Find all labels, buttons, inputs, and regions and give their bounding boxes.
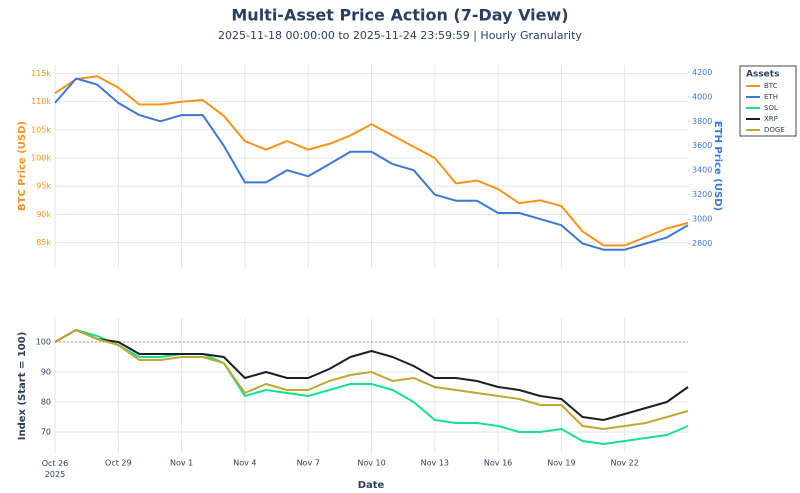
- legend-title: Assets: [746, 70, 779, 80]
- y-axis-title: Index (Start = 100): [17, 332, 28, 441]
- series-line: [54, 329, 689, 421]
- y2-tick-label: 3000: [692, 215, 712, 224]
- x-tick-label: Nov 19: [547, 459, 575, 468]
- y2-tick-label: 3600: [692, 141, 712, 150]
- x-tick-label: Nov 22: [611, 459, 639, 468]
- y-tick-label: 100: [36, 338, 51, 347]
- series-line: [54, 77, 689, 251]
- y-tick-label: 100k: [31, 154, 51, 163]
- y-axis-title: BTC Price (USD): [17, 121, 28, 211]
- legend-label: BTC: [764, 82, 778, 90]
- series-line: [54, 329, 689, 430]
- legend-label: ETH: [764, 93, 778, 101]
- y2-axis-title: ETH Price (USD): [712, 121, 723, 211]
- y-tick-label: 105k: [31, 125, 51, 134]
- x-tick-label: Oct 29: [105, 459, 132, 468]
- chart-subtitle: 2025-11-18 00:00:00 to 2025-11-24 23:59:…: [218, 29, 582, 42]
- y-tick-label: 115k: [31, 69, 51, 78]
- y-tick-label: 110k: [31, 97, 51, 106]
- y2-tick-label: 3200: [692, 190, 712, 199]
- x-tick-label: Nov 1: [170, 459, 193, 468]
- y-tick-label: 80: [41, 398, 51, 407]
- x-axis-title: Date: [358, 480, 385, 491]
- y-tick-label: 90: [41, 368, 51, 377]
- x-tick-label: Nov 4: [233, 459, 256, 468]
- legend-label: XRP: [764, 115, 778, 123]
- y-tick-label: 95k: [36, 182, 51, 191]
- x-tick-label: Oct 26 2025: [42, 459, 69, 479]
- chart-title: Multi-Asset Price Action (7-Day View): [231, 6, 568, 25]
- y2-tick-label: 4000: [692, 92, 712, 101]
- y2-tick-label: 3800: [692, 117, 712, 126]
- y2-tick-label: 4200: [692, 68, 712, 77]
- series-line: [54, 75, 689, 247]
- legend-box: [739, 65, 797, 137]
- x-tick-label: Nov 7: [297, 459, 320, 468]
- y-tick-label: 90k: [36, 210, 51, 219]
- y2-tick-label: 3400: [692, 166, 712, 175]
- y-tick-label: 85k: [36, 238, 51, 247]
- series-line: [54, 329, 689, 445]
- legend-label: DOGE: [764, 126, 785, 134]
- x-tick-label: Nov 16: [484, 459, 512, 468]
- y-tick-label: 70: [41, 428, 51, 437]
- y2-tick-label: 2800: [692, 239, 712, 248]
- x-tick-label: Nov 13: [421, 459, 449, 468]
- legend-label: SOL: [764, 104, 778, 112]
- x-tick-label: Nov 10: [357, 459, 385, 468]
